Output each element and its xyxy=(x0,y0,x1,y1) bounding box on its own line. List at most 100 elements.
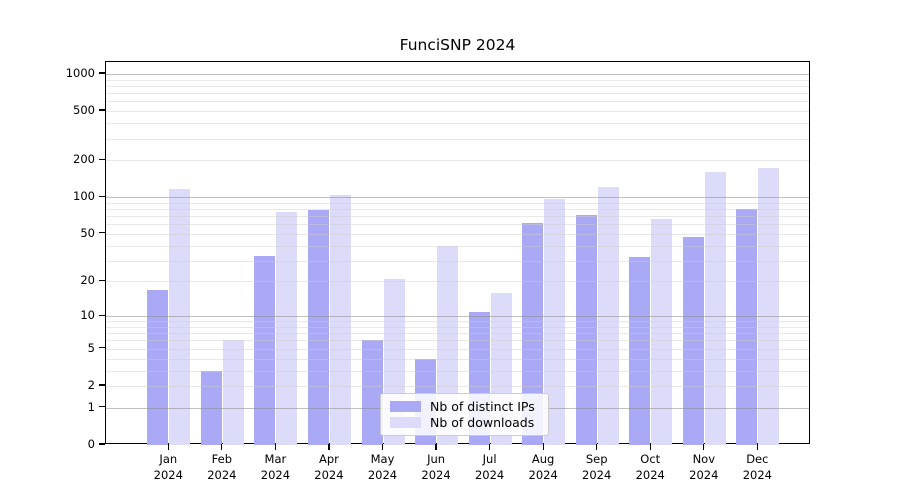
bar-downloads-dec xyxy=(758,168,780,445)
chart-title: FunciSNP 2024 xyxy=(399,36,516,54)
legend-swatch-distinct-ips xyxy=(390,400,421,412)
x-tick-label-may: May 2024 xyxy=(367,452,398,482)
x-tick-label-jan: Jan 2024 xyxy=(153,452,183,482)
y-tick-500 xyxy=(99,109,105,111)
y-tick-label-1: 1 xyxy=(87,399,95,414)
plot-area xyxy=(105,61,810,445)
bar-downloads-nov xyxy=(704,172,726,445)
minor-gridline-6 xyxy=(106,340,809,342)
legend-swatch-downloads xyxy=(390,417,421,429)
bar-ips-aug xyxy=(522,223,544,445)
y-tick-50 xyxy=(99,232,105,234)
major-gridline-100 xyxy=(106,197,809,199)
bar-ips-jan xyxy=(147,289,169,445)
minor-gridline-400 xyxy=(106,123,809,125)
minor-gridline-600 xyxy=(106,101,809,103)
legend-item-distinct-ips: Nb of distinct IPs xyxy=(390,398,540,414)
x-tick-label-oct: Oct 2024 xyxy=(635,452,665,482)
minor-gridline-200 xyxy=(106,160,809,162)
minor-gridline-40 xyxy=(106,245,809,247)
bar-downloads-feb xyxy=(222,340,244,445)
x-tick-label-aug: Aug 2024 xyxy=(528,452,558,482)
y-tick-label-20: 20 xyxy=(80,273,95,288)
y-tick-label-1000: 1000 xyxy=(65,65,95,80)
legend-item-downloads: Nb of downloads xyxy=(390,415,540,431)
bar-downloads-mar xyxy=(276,212,298,445)
y-tick-label-0: 0 xyxy=(87,437,95,451)
minor-gridline-300 xyxy=(106,138,809,140)
x-tick-label-sep: Sep 2024 xyxy=(582,452,612,482)
x-tick-label-feb: Feb 2024 xyxy=(207,452,237,482)
x-tick-jan xyxy=(167,444,169,450)
legend: Nb of distinct IPs Nb of downloads xyxy=(380,393,549,436)
bar-ips-apr xyxy=(307,209,329,445)
minor-gridline-90 xyxy=(106,202,809,204)
minor-gridline-30 xyxy=(106,260,809,262)
bar-ips-nov xyxy=(682,237,704,445)
x-tick-oct xyxy=(649,444,651,450)
minor-gridline-60 xyxy=(106,224,809,226)
y-tick-label-500: 500 xyxy=(73,103,95,118)
bar-ips-may xyxy=(361,340,383,445)
major-gridline-1000 xyxy=(106,73,809,75)
bar-ips-sep xyxy=(575,215,597,445)
x-tick-label-dec: Dec 2024 xyxy=(742,452,772,482)
y-tick-10 xyxy=(99,314,105,316)
major-gridline-10 xyxy=(106,316,809,318)
x-tick-label-jun: Jun 2024 xyxy=(421,452,451,482)
x-tick-jun xyxy=(435,444,437,450)
x-tick-dec xyxy=(756,444,758,450)
minor-gridline-8 xyxy=(106,327,809,328)
x-tick-label-jul: Jul 2024 xyxy=(474,452,505,482)
minor-gridline-3 xyxy=(106,370,809,372)
bar-downloads-apr xyxy=(329,195,351,445)
minor-gridline-900 xyxy=(106,79,809,81)
y-tick-0 xyxy=(99,443,105,445)
y-tick-5 xyxy=(99,347,105,349)
minor-gridline-700 xyxy=(106,93,809,95)
bar-ips-dec xyxy=(736,209,758,445)
x-tick-feb xyxy=(221,444,223,450)
y-tick-1 xyxy=(99,406,105,408)
y-tick-2 xyxy=(99,384,105,386)
legend-label-downloads: Nb of downloads xyxy=(430,415,535,431)
bar-downloads-sep xyxy=(597,187,619,445)
legend-label-distinct-ips: Nb of distinct IPs xyxy=(430,398,535,414)
bar-ips-mar xyxy=(254,255,276,445)
y-tick-1000 xyxy=(99,72,105,74)
bar-downloads-aug xyxy=(544,199,566,445)
minor-gridline-7 xyxy=(106,333,809,335)
x-tick-label-mar: Mar 2024 xyxy=(260,452,291,482)
x-tick-sep xyxy=(596,444,598,450)
minor-gridline-4 xyxy=(106,358,809,360)
x-tick-label-nov: Nov 2024 xyxy=(689,452,719,482)
minor-gridline-2 xyxy=(106,386,809,387)
minor-gridline-20 xyxy=(106,281,809,283)
y-tick-label-100: 100 xyxy=(73,189,95,204)
minor-gridline-80 xyxy=(106,209,809,210)
y-tick-label-200: 200 xyxy=(73,152,95,167)
x-tick-apr xyxy=(328,444,330,450)
minor-gridline-5 xyxy=(106,348,809,350)
y-tick-label-5: 5 xyxy=(87,340,95,355)
minor-gridline-70 xyxy=(106,216,809,218)
x-tick-nov xyxy=(703,444,705,450)
minor-gridline-500 xyxy=(106,111,809,113)
x-tick-jul xyxy=(488,444,491,450)
bar-ips-oct xyxy=(629,257,651,445)
minor-gridline-50 xyxy=(106,233,809,235)
x-tick-mar xyxy=(274,444,277,450)
x-tick-aug xyxy=(542,444,544,450)
minor-gridline-9 xyxy=(106,321,809,323)
bar-downloads-oct xyxy=(651,219,673,445)
y-tick-200 xyxy=(99,158,105,160)
y-tick-label-50: 50 xyxy=(80,225,95,240)
y-tick-100 xyxy=(99,195,105,197)
y-tick-label-10: 10 xyxy=(80,308,95,323)
y-tick-label-2: 2 xyxy=(87,378,95,392)
y-tick-20 xyxy=(99,279,105,282)
x-tick-label-apr: Apr 2024 xyxy=(314,452,344,482)
x-tick-may xyxy=(381,444,384,450)
minor-gridline-800 xyxy=(106,85,809,87)
